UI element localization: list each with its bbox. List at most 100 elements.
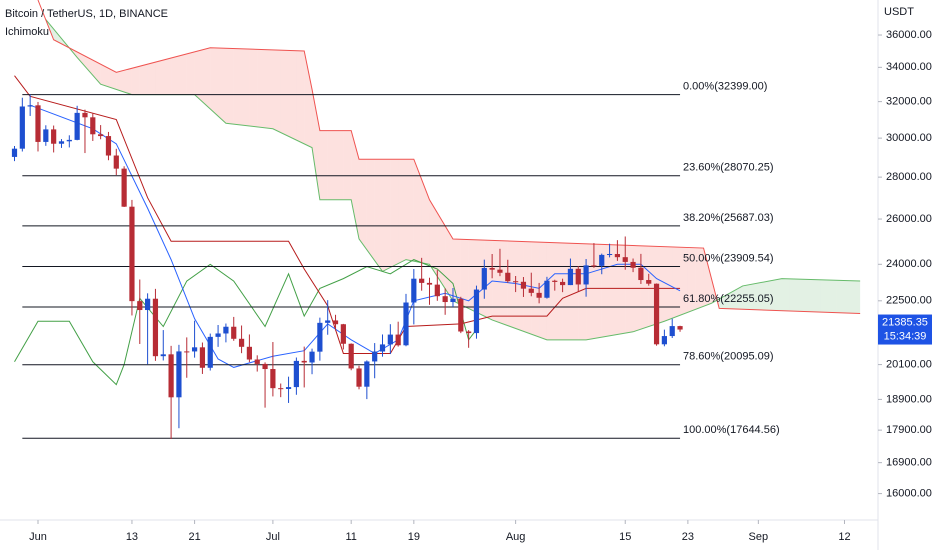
cloud-fill — [147, 61, 156, 95]
candle-body — [184, 351, 190, 353]
candle-body — [270, 369, 276, 389]
x-tick-label: 12 — [838, 531, 850, 543]
cloud-fill — [828, 280, 837, 313]
last-price-label: 21385.35 — [882, 316, 928, 328]
x-tick-label: 21 — [188, 531, 200, 543]
candle-body — [560, 281, 566, 286]
y-tick-label: 16900.00 — [886, 457, 932, 469]
y-unit: USDT — [884, 6, 914, 18]
cloud-fill — [257, 49, 266, 128]
candle-body — [238, 338, 245, 347]
cloud-fill — [507, 240, 516, 329]
fib-label: 50.00%(23909.54) — [683, 252, 774, 264]
candle-body — [536, 292, 542, 298]
y-tick-label: 36000.00 — [886, 29, 932, 41]
cloud-fill — [711, 277, 720, 309]
plot-area: 0.00%(32399.00) 23.60%(28070.25) 38.20%(25… — [11, 0, 861, 439]
cloud-fill — [288, 50, 297, 141]
fib-label: 0.00%(32399.00) — [683, 81, 767, 93]
candle-body — [199, 347, 206, 368]
candle-body — [606, 254, 613, 256]
cloud-fill — [155, 59, 164, 95]
candle-body — [426, 282, 433, 285]
cloud-fill — [734, 285, 743, 310]
candle-body — [466, 331, 472, 334]
candle-body — [669, 326, 675, 337]
candle-body — [317, 322, 323, 352]
cloud-fill — [640, 245, 649, 330]
x-tick-label: Sep — [749, 531, 769, 543]
cloud-fill — [695, 247, 704, 310]
candle-body — [223, 326, 229, 334]
candle-body — [622, 257, 628, 262]
x-tick-label: Jul — [266, 531, 280, 543]
cloud-fill — [460, 239, 469, 309]
cloud-fill — [319, 130, 328, 200]
cloud-fill — [53, 28, 62, 44]
candle-body — [653, 283, 660, 345]
candle-body — [82, 112, 88, 118]
indicator-name: Ichimoku — [5, 26, 49, 38]
x-tick-label: Jun — [29, 531, 47, 543]
candle-body — [285, 387, 292, 389]
candle-body — [372, 351, 378, 362]
candle-body — [364, 361, 370, 387]
cloud-fill — [92, 59, 101, 85]
x-tick-label: 11 — [345, 531, 356, 543]
candle-body — [614, 254, 621, 258]
cloud-fill — [304, 50, 313, 148]
cloud-fill — [382, 159, 391, 272]
cloud-fill — [413, 159, 422, 263]
candle-body — [113, 155, 119, 169]
candle-body — [473, 289, 480, 334]
x-tick-label: 15 — [619, 531, 631, 543]
candle-body — [638, 267, 644, 281]
cloud-fill — [210, 47, 219, 116]
cloud-fill — [335, 130, 344, 200]
candle-body — [278, 388, 284, 390]
candle-body — [340, 324, 346, 344]
y-tick-label: 22500.00 — [886, 295, 932, 307]
fib-label: 23.60%(28070.25) — [683, 162, 774, 174]
candle-body — [11, 148, 18, 157]
cloud-fill — [852, 280, 861, 314]
cloud-fill — [296, 50, 305, 144]
candle-body — [646, 280, 652, 284]
candle-body — [58, 141, 65, 144]
cloud-fill — [374, 159, 383, 272]
candle-body — [513, 281, 519, 283]
countdown-label: 15:34:39 — [884, 330, 927, 342]
candle-body — [176, 351, 182, 398]
cloud-fill — [680, 247, 688, 316]
cloud-fill — [531, 241, 540, 337]
candle-body — [27, 105, 33, 107]
candle-body — [567, 268, 574, 286]
candle-body — [411, 278, 417, 303]
y-tick-label: 32000.00 — [886, 96, 932, 108]
candle-body — [458, 298, 464, 332]
y-tick-label: 34000.00 — [886, 61, 932, 73]
cloud-fill — [84, 55, 93, 76]
candle-body — [309, 351, 315, 363]
candle-body — [293, 360, 299, 388]
candle-body — [505, 272, 511, 282]
candle-body — [191, 347, 198, 352]
cloud-fill — [327, 130, 336, 200]
cloud-fill — [366, 159, 375, 261]
x-tick-label: 19 — [408, 531, 420, 543]
cloud-fill — [218, 47, 226, 124]
candle-body — [379, 344, 386, 352]
cloud-fill — [609, 244, 618, 336]
candle-body — [599, 254, 605, 266]
cloud-fill — [437, 212, 446, 289]
x-tick-label: 23 — [682, 531, 694, 543]
last-price-box — [878, 314, 932, 345]
candle-body — [74, 112, 80, 140]
candle-body — [105, 136, 112, 156]
cloud-fill — [570, 243, 579, 340]
cloud-fill — [178, 53, 187, 95]
cloud-fill — [562, 242, 571, 340]
candle-body — [520, 281, 527, 289]
candle-body — [19, 106, 25, 149]
